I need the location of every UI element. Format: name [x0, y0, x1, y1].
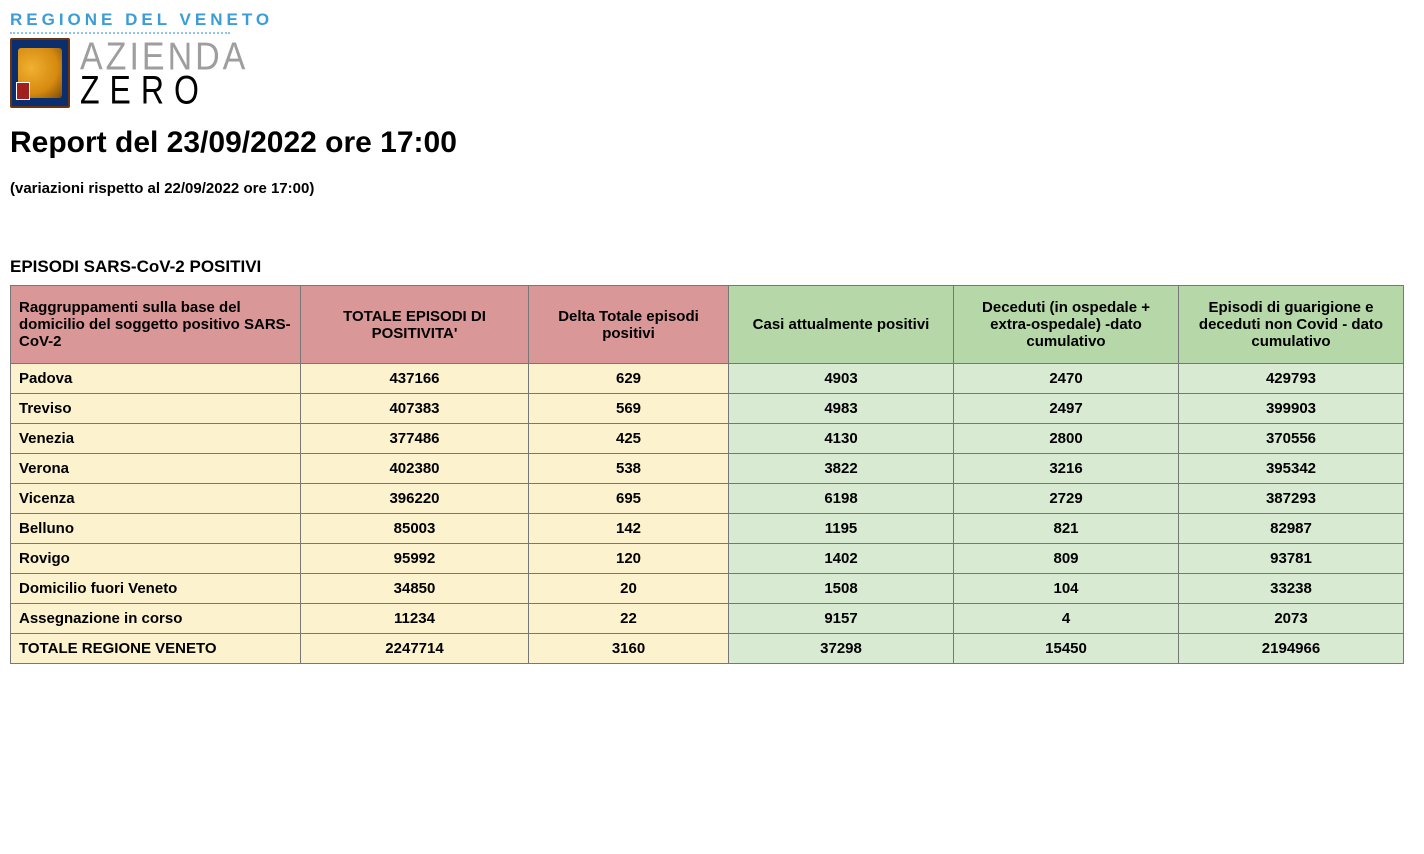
- row-value: 34850: [301, 574, 529, 604]
- row-value: 2470: [954, 364, 1179, 394]
- row-value: 15450: [954, 634, 1179, 664]
- row-value: 82987: [1179, 514, 1404, 544]
- row-value: 2073: [1179, 604, 1404, 634]
- row-label: Rovigo: [11, 544, 301, 574]
- table-row: Padova43716662949032470429793: [11, 364, 1404, 394]
- row-value: 4983: [729, 394, 954, 424]
- row-value: 809: [954, 544, 1179, 574]
- row-value: 3160: [529, 634, 729, 664]
- table-row: Treviso40738356949832497399903: [11, 394, 1404, 424]
- row-label: Belluno: [11, 514, 301, 544]
- col-header-4: Deceduti (in ospedale + extra-ospedale) …: [954, 286, 1179, 364]
- page-title: Report del 23/09/2022 ore 17:00: [10, 126, 1414, 160]
- row-value: 396220: [301, 484, 529, 514]
- table-row: Verona40238053838223216395342: [11, 454, 1404, 484]
- row-value: 377486: [301, 424, 529, 454]
- dotted-divider: [10, 32, 230, 34]
- row-value: 120: [529, 544, 729, 574]
- subtitle: (variazioni rispetto al 22/09/2022 ore 1…: [10, 180, 1414, 197]
- table-row: Vicenza39622069561982729387293: [11, 484, 1404, 514]
- section-title: EPISODI SARS-CoV-2 POSITIVI: [10, 257, 1414, 277]
- col-header-5: Episodi di guarigione e deceduti non Cov…: [1179, 286, 1404, 364]
- row-value: 569: [529, 394, 729, 424]
- row-value: 2247714: [301, 634, 529, 664]
- row-value: 395342: [1179, 454, 1404, 484]
- row-value: 20: [529, 574, 729, 604]
- row-value: 37298: [729, 634, 954, 664]
- row-value: 538: [529, 454, 729, 484]
- row-label: Treviso: [11, 394, 301, 424]
- row-value: 104: [954, 574, 1179, 604]
- row-value: 3822: [729, 454, 954, 484]
- row-value: 821: [954, 514, 1179, 544]
- col-header-3: Casi attualmente positivi: [729, 286, 954, 364]
- row-value: 2194966: [1179, 634, 1404, 664]
- episodes-table: Raggruppamenti sulla base del domicilio …: [10, 285, 1404, 664]
- row-value: 402380: [301, 454, 529, 484]
- row-value: 3216: [954, 454, 1179, 484]
- row-value: 4130: [729, 424, 954, 454]
- row-value: 1508: [729, 574, 954, 604]
- row-label: Venezia: [11, 424, 301, 454]
- row-value: 1195: [729, 514, 954, 544]
- row-value: 85003: [301, 514, 529, 544]
- row-value: 4: [954, 604, 1179, 634]
- row-value: 22: [529, 604, 729, 634]
- row-value: 6198: [729, 484, 954, 514]
- row-value: 2800: [954, 424, 1179, 454]
- row-value: 407383: [301, 394, 529, 424]
- row-label: Vicenza: [11, 484, 301, 514]
- row-value: 629: [529, 364, 729, 394]
- row-value: 695: [529, 484, 729, 514]
- logo-line2: ZERO: [80, 71, 248, 109]
- row-value: 437166: [301, 364, 529, 394]
- row-label: TOTALE REGIONE VENETO: [11, 634, 301, 664]
- col-header-1: TOTALE EPISODI DI POSITIVITA': [301, 286, 529, 364]
- row-value: 387293: [1179, 484, 1404, 514]
- row-value: 95992: [301, 544, 529, 574]
- logo-text: AZIENDA ZERO: [80, 41, 248, 106]
- crest-icon: [10, 38, 70, 108]
- row-value: 429793: [1179, 364, 1404, 394]
- row-value: 2729: [954, 484, 1179, 514]
- table-row: Assegnazione in corso1123422915742073: [11, 604, 1404, 634]
- row-label: Padova: [11, 364, 301, 394]
- row-value: 93781: [1179, 544, 1404, 574]
- logo-block: AZIENDA ZERO: [10, 38, 1414, 108]
- table-body: Padova43716662949032470429793Treviso4073…: [11, 364, 1404, 664]
- row-label: Verona: [11, 454, 301, 484]
- row-label: Domicilio fuori Veneto: [11, 574, 301, 604]
- row-value: 4903: [729, 364, 954, 394]
- row-label: Assegnazione in corso: [11, 604, 301, 634]
- row-value: 399903: [1179, 394, 1404, 424]
- table-row: Venezia37748642541302800370556: [11, 424, 1404, 454]
- table-row: Rovigo95992120140280993781: [11, 544, 1404, 574]
- table-row: TOTALE REGIONE VENETO2247714316037298154…: [11, 634, 1404, 664]
- row-value: 142: [529, 514, 729, 544]
- row-value: 9157: [729, 604, 954, 634]
- row-value: 2497: [954, 394, 1179, 424]
- table-header-row: Raggruppamenti sulla base del domicilio …: [11, 286, 1404, 364]
- col-header-2: Delta Totale episodi positivi: [529, 286, 729, 364]
- row-value: 11234: [301, 604, 529, 634]
- region-label: REGIONE DEL VENETO: [10, 10, 1414, 30]
- row-value: 370556: [1179, 424, 1404, 454]
- row-value: 1402: [729, 544, 954, 574]
- row-value: 425: [529, 424, 729, 454]
- row-value: 33238: [1179, 574, 1404, 604]
- col-header-0: Raggruppamenti sulla base del domicilio …: [11, 286, 301, 364]
- table-row: Domicilio fuori Veneto348502015081043323…: [11, 574, 1404, 604]
- table-row: Belluno85003142119582182987: [11, 514, 1404, 544]
